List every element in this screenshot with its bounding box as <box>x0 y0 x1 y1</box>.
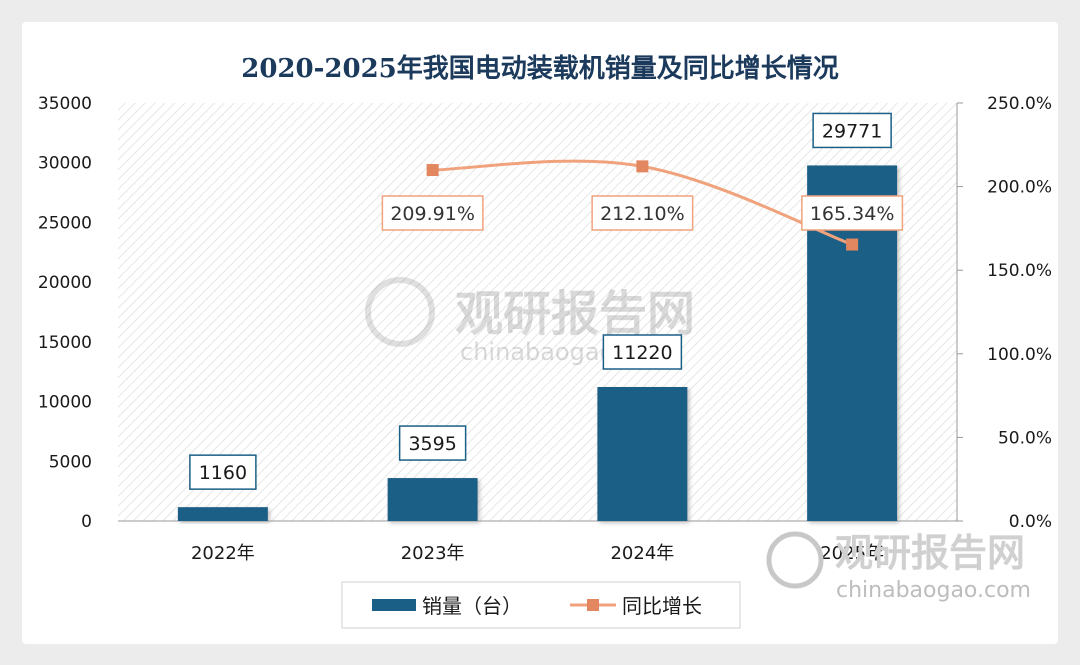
bar <box>387 478 478 521</box>
growth-label-box <box>381 195 484 231</box>
growth-marker <box>846 238 859 251</box>
bar <box>177 507 268 521</box>
watermark-logo-icon <box>365 277 435 347</box>
y-tick-label: 0 <box>81 512 92 532</box>
y-tick-label: 25000 <box>38 213 92 233</box>
y2-tick-label: 200.0% <box>987 178 1052 198</box>
growth-marker <box>636 160 649 173</box>
y2-tick-label: 100.0% <box>987 345 1052 365</box>
growth-label-box <box>801 195 904 231</box>
y-tick-label: 30000 <box>38 154 92 174</box>
y-tick-label: 20000 <box>38 273 92 293</box>
bar-value-label: 29771 <box>822 120 882 142</box>
legend-line-label: 同比增长 <box>622 594 702 618</box>
y-tick-label: 5000 <box>49 452 92 472</box>
chart-title: 2020-2025年我国电动装载机销量及同比增长情况 <box>241 54 839 84</box>
growth-value-label: 209.91% <box>390 203 475 225</box>
legend-line-marker <box>587 599 599 611</box>
y2-tick-label: 250.0% <box>987 94 1052 114</box>
bar-label-box <box>398 425 467 461</box>
y2-tick-label: 0.0% <box>1009 512 1052 532</box>
growth-value-label: 212.10% <box>600 203 685 225</box>
corner-watermark-url: chinabaogao.com <box>836 578 1031 603</box>
bar-label-box <box>189 454 257 490</box>
bar-value-label: 3595 <box>408 433 456 455</box>
x-tick-label: 2023年 <box>401 543 465 564</box>
corner-watermark-brand: 观研报告网 <box>835 531 1025 575</box>
growth-value-label: 165.34% <box>810 203 895 225</box>
x-tick-label: 2022年 <box>191 543 255 564</box>
x-tick-label: 2024年 <box>610 543 674 564</box>
y-tick-label: 35000 <box>38 94 92 114</box>
bar-label-box <box>812 112 892 149</box>
y2-tick-label: 150.0% <box>987 261 1052 281</box>
bar-value-label: 1160 <box>199 462 247 484</box>
legend-bar-label: 销量（台） <box>422 594 522 618</box>
bar <box>597 387 688 521</box>
bar-label-box <box>602 334 683 370</box>
y-tick-label: 15000 <box>38 333 92 353</box>
y-tick-label: 10000 <box>38 393 92 413</box>
bar-value-label: 11220 <box>612 342 672 364</box>
corner-watermark-logo-icon <box>766 531 824 589</box>
x-tick-label: 2025年 <box>820 543 884 564</box>
legend-bar-swatch <box>372 599 416 611</box>
watermark-brand: 观研报告网 <box>455 286 695 342</box>
growth-label-box <box>591 195 694 231</box>
growth-marker <box>426 164 439 177</box>
y2-tick-label: 50.0% <box>998 428 1052 448</box>
